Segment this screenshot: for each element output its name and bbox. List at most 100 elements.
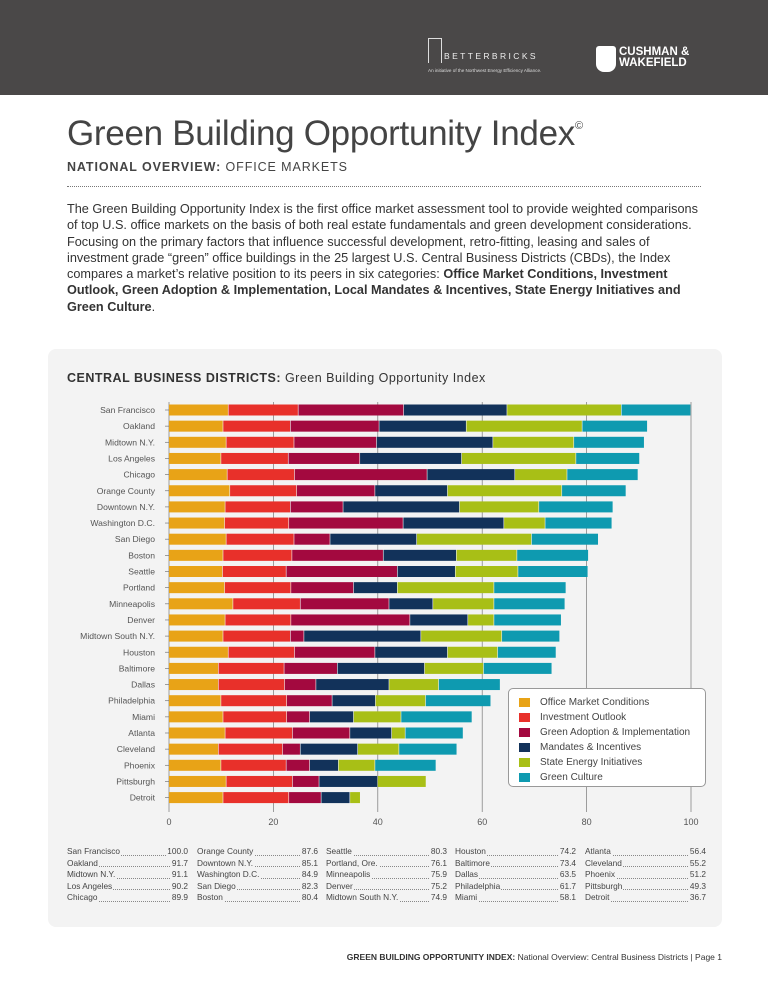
legend-item: Green Adoption & Implementation bbox=[519, 727, 690, 741]
city-name: Dallas bbox=[455, 869, 480, 879]
score-row: Pittsburgh 49.3 bbox=[585, 880, 706, 893]
city-name: Seattle bbox=[326, 846, 353, 856]
category-label: Dallas bbox=[131, 680, 155, 690]
bar-segment bbox=[169, 775, 226, 787]
bar-segment bbox=[230, 485, 297, 497]
bar-segment bbox=[304, 630, 421, 642]
score-row: Minneapolis 75.9 bbox=[326, 869, 447, 881]
category-label: Midtown N.Y. bbox=[105, 437, 155, 447]
bar-segment bbox=[515, 469, 567, 481]
category-label: Atlanta bbox=[128, 728, 155, 738]
page-header: BETTERBRICKS An initiative of the Northw… bbox=[0, 0, 768, 95]
category-label: Baltimore bbox=[119, 663, 156, 673]
bar-segment bbox=[545, 517, 612, 529]
bar-segment bbox=[289, 517, 403, 529]
city-name: Portland, Ore. bbox=[326, 857, 379, 868]
bar-segment bbox=[228, 404, 298, 416]
bar-segment bbox=[291, 582, 354, 594]
bar-segment bbox=[468, 614, 494, 626]
score-row: Atlanta 56.4 bbox=[585, 846, 706, 858]
x-tick-label: 0 bbox=[166, 817, 171, 827]
legend-item: Mandates & Incentives bbox=[519, 742, 641, 756]
bar-segment bbox=[427, 469, 515, 481]
bar-segment bbox=[169, 420, 223, 432]
leader-dots bbox=[455, 866, 576, 867]
bar-segment bbox=[483, 662, 552, 674]
bar-segment bbox=[375, 646, 448, 658]
bar-segment bbox=[425, 695, 491, 707]
leader-dots bbox=[455, 889, 576, 890]
category-label: Detroit bbox=[130, 793, 156, 803]
city-score: 74.9 bbox=[429, 892, 447, 902]
legend-label: Investment Outlook bbox=[540, 712, 627, 723]
legend-swatch bbox=[519, 712, 530, 722]
bar-segment bbox=[621, 404, 691, 416]
city-name: Atlanta bbox=[585, 846, 612, 856]
intro-text: The Green Building Opportunity Index is … bbox=[67, 202, 698, 282]
bar-segment bbox=[350, 727, 392, 739]
score-row: Seattle 80.3 bbox=[326, 846, 447, 858]
x-tick-label: 60 bbox=[477, 817, 487, 827]
legend-label: Green Adoption & Implementation bbox=[540, 727, 691, 738]
chart-title: CENTRAL BUSINESS DISTRICTS: Green Buildi… bbox=[67, 371, 486, 385]
bar-segment bbox=[169, 792, 223, 804]
divider bbox=[67, 186, 701, 187]
city-score: 61.7 bbox=[558, 880, 576, 891]
bar-segment bbox=[456, 549, 517, 561]
bar-segment bbox=[507, 404, 621, 416]
score-row: Cleveland 55.2 bbox=[585, 857, 706, 870]
category-label: Miami bbox=[132, 712, 155, 722]
bar-segment bbox=[290, 501, 343, 513]
bar-segment bbox=[169, 646, 228, 658]
bar-segment bbox=[466, 420, 582, 432]
bar-segment bbox=[294, 436, 377, 448]
cushman-line2: WAKEFIELD bbox=[619, 57, 687, 69]
leader-dots bbox=[197, 854, 318, 856]
globe-building-icon bbox=[596, 46, 616, 72]
bar-segment bbox=[377, 775, 426, 787]
bar-segment bbox=[410, 614, 468, 626]
bar-segment bbox=[375, 695, 426, 707]
category-label: Los Angeles bbox=[108, 453, 155, 463]
city-name: Boston bbox=[197, 892, 224, 902]
city-name: Minneapolis bbox=[326, 869, 372, 879]
city-score: 85.1 bbox=[300, 857, 318, 868]
chart-title-bold: CENTRAL BUSINESS DISTRICTS: bbox=[67, 371, 281, 385]
bar-segment bbox=[290, 420, 379, 432]
bar-segment bbox=[403, 517, 504, 529]
title-text: Green Building Opportunity Index bbox=[67, 114, 575, 153]
bar-segment bbox=[391, 727, 405, 739]
bar-segment bbox=[286, 759, 310, 771]
bar-segment bbox=[169, 452, 221, 464]
bar-segment bbox=[169, 501, 225, 513]
bar-segment bbox=[438, 679, 500, 691]
bar-segment bbox=[494, 598, 565, 610]
city-score: 75.2 bbox=[429, 880, 447, 891]
bar-segment bbox=[286, 566, 398, 577]
bar-segment bbox=[227, 469, 295, 481]
bar-segment bbox=[399, 743, 457, 755]
bar-segment bbox=[539, 501, 613, 513]
leader-dots bbox=[67, 877, 188, 879]
city-name: Philadelphia bbox=[455, 880, 502, 891]
bar-segment bbox=[332, 695, 376, 707]
city-name: Downtown N.Y. bbox=[197, 857, 255, 868]
bar-segment bbox=[221, 695, 287, 707]
page-footer: GREEN BUILDING OPPORTUNITY INDEX: Nation… bbox=[347, 952, 722, 962]
city-score: 80.4 bbox=[300, 892, 318, 902]
city-score: 76.1 bbox=[429, 857, 447, 868]
bar-segment bbox=[223, 420, 291, 432]
bar-segment bbox=[337, 662, 425, 674]
city-score: 100.0 bbox=[166, 846, 188, 856]
bar-segment bbox=[223, 711, 287, 723]
chart-legend: Office Market Conditions Investment Outlo… bbox=[508, 688, 706, 787]
bar-segment bbox=[401, 711, 472, 723]
footer-rest: National Overview: Central Business Dist… bbox=[515, 952, 722, 962]
bar-segment bbox=[169, 695, 221, 707]
bar-segment bbox=[376, 436, 493, 448]
bar-segment bbox=[226, 533, 294, 545]
bar-segment bbox=[223, 792, 289, 804]
bar-segment bbox=[218, 743, 283, 755]
city-score: 58.1 bbox=[558, 892, 576, 902]
cushman-line1: CUSHMAN & bbox=[619, 46, 690, 58]
